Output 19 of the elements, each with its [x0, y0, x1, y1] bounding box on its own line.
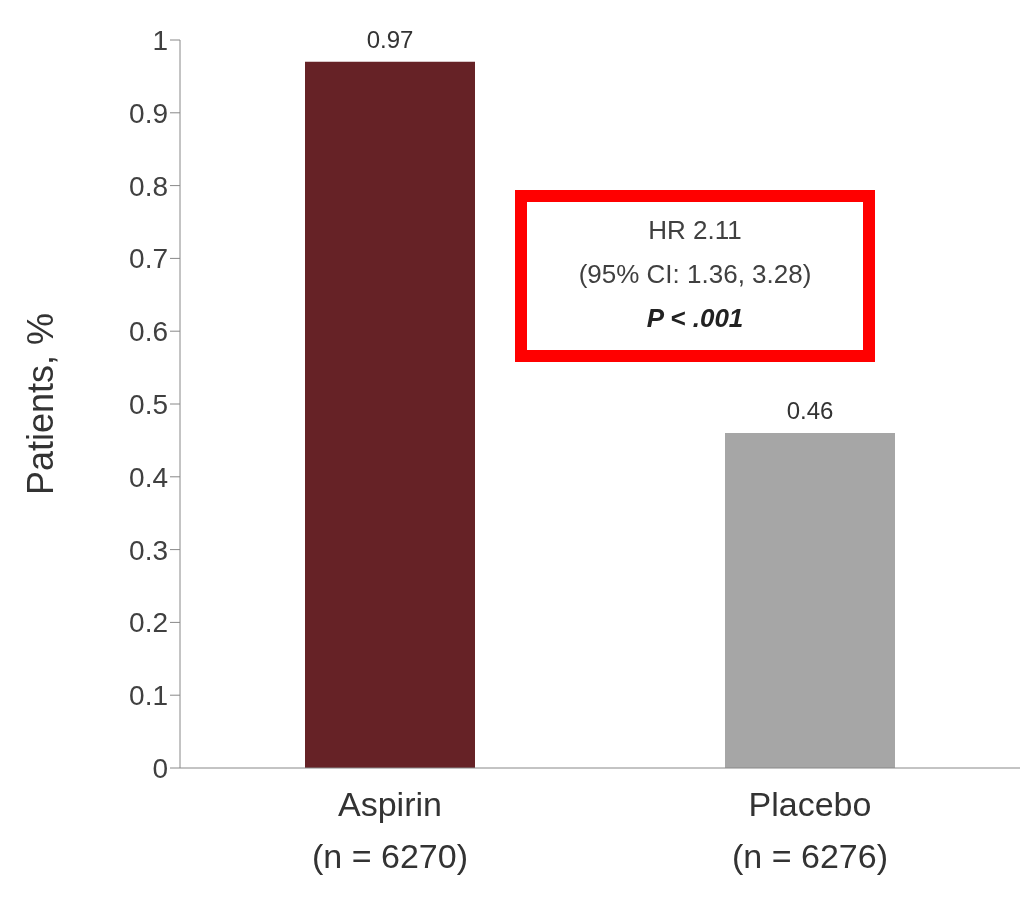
data-label: 0.97 — [366, 25, 414, 53]
y-tick-label: 0 — [152, 752, 168, 784]
y-tick-label: 0.2 — [129, 607, 168, 639]
x-tick-label: Aspirin (n = 6270) — [312, 785, 468, 875]
y-tick-label: 0.4 — [129, 461, 168, 493]
y-tick-label: 0.5 — [129, 388, 168, 420]
y-tick-label: 0.3 — [129, 534, 168, 566]
annotation: P < .001 — [646, 303, 744, 333]
annotation: HR 2.11 — [648, 215, 742, 245]
annotation: (95% CI: 1.36, 3.28) — [578, 259, 812, 289]
y-axis-title: Patients, % — [19, 312, 61, 496]
y-tick-label: 0.6 — [129, 316, 168, 348]
y-tick-label: 0.1 — [129, 680, 168, 712]
data-label: 0.46 — [786, 397, 834, 425]
y-tick-label: 0.9 — [129, 97, 168, 129]
y-tick-label: 1 — [152, 24, 168, 56]
y-tick-label: 0.8 — [129, 170, 168, 202]
y-tick-label: 0.7 — [129, 243, 168, 275]
x-tick-label: Placebo (n = 6276) — [732, 785, 888, 875]
